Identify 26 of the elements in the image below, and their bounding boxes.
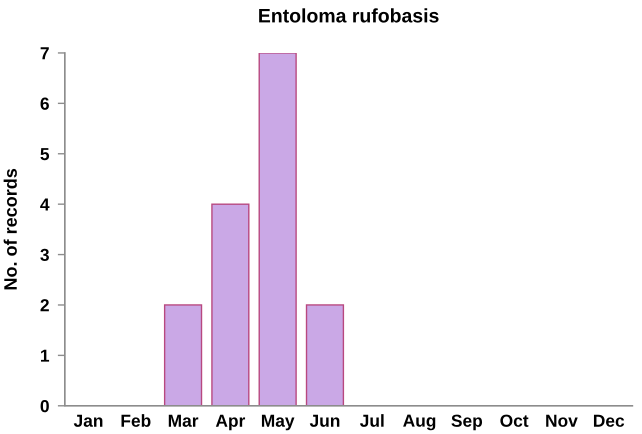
bar <box>258 52 297 406</box>
x-tick-label: Mar <box>168 414 198 427</box>
chart-title: Entoloma rufobasis <box>259 8 439 23</box>
bar <box>306 304 344 406</box>
y-tick-label: 1 <box>41 350 50 362</box>
x-tick-label: Dec <box>594 414 624 427</box>
x-tick-label: Oct <box>500 414 528 427</box>
y-tick-label: 7 <box>40 47 49 60</box>
y-tick-label: 5 <box>40 148 50 160</box>
bar <box>211 203 250 406</box>
y-tick-label: 2 <box>40 299 49 312</box>
x-tick-label: Apr <box>216 414 246 430</box>
x-tick-label: Aug <box>403 414 436 430</box>
y-tick-label: 0 <box>40 400 49 412</box>
y-tick-label: 4 <box>40 198 50 210</box>
y-axis-title: No. of records <box>4 168 17 290</box>
x-tick-label: Jan <box>74 414 102 427</box>
y-tick-label: 3 <box>40 248 49 262</box>
x-tick-label: May <box>262 414 294 430</box>
x-tick-label: Feb <box>122 414 151 427</box>
bar <box>164 304 202 406</box>
x-tick-label: Jul <box>360 414 384 427</box>
x-tick-label: Jun <box>310 414 340 427</box>
x-tick-label: Sep <box>451 414 482 430</box>
x-tick-label: Nov <box>546 414 578 427</box>
y-tick-label: 6 <box>40 98 49 110</box>
